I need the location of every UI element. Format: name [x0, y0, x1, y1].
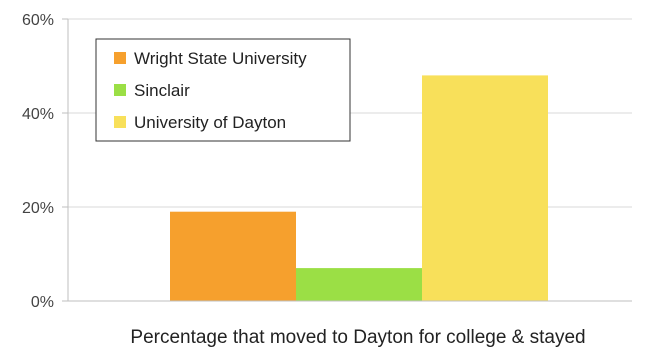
x-axis-label: Percentage that moved to Dayton for coll… [130, 327, 585, 348]
legend-swatch-0 [114, 52, 126, 64]
y-tick-label-0: 0% [31, 294, 54, 311]
y-tick-label-3: 60% [22, 12, 54, 29]
y-axis-tick-labels: 0% 20% 40% 60% [22, 12, 69, 311]
bar-sinclair [296, 268, 422, 301]
legend-box [95, 38, 351, 142]
y-tick-label-1: 20% [22, 200, 54, 217]
legend-label-1: Sinclair [134, 81, 190, 100]
legend-label-0: Wright State University [134, 49, 307, 68]
bar-wright-state-university [170, 211, 296, 301]
legend: Wright State University Sinclair Universit… [95, 38, 351, 142]
y-tick-label-2: 40% [22, 106, 54, 123]
legend-label-2: University of Dayton [134, 113, 286, 132]
bars [170, 75, 548, 302]
legend-swatch-2 [114, 116, 126, 128]
bar-university-of-dayton [422, 75, 548, 302]
legend-swatch-1 [114, 84, 126, 96]
